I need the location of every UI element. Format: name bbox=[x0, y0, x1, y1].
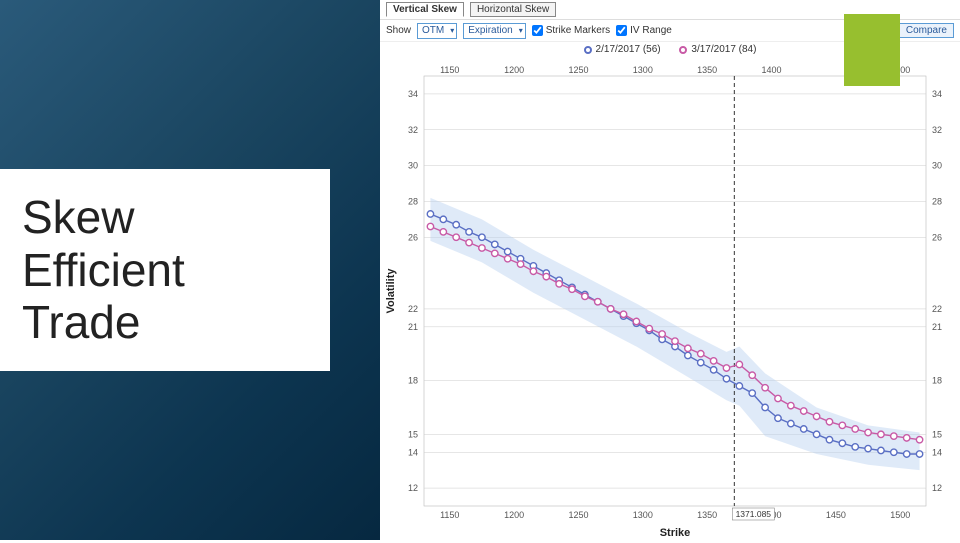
slide-title: Skew Efficient Trade bbox=[22, 191, 302, 350]
svg-text:26: 26 bbox=[408, 232, 418, 242]
svg-text:1350: 1350 bbox=[697, 510, 717, 520]
compare-button[interactable]: Compare bbox=[899, 23, 954, 38]
svg-text:22: 22 bbox=[408, 304, 418, 314]
svg-text:12: 12 bbox=[932, 483, 942, 493]
svg-text:1500: 1500 bbox=[890, 510, 910, 520]
accent-block bbox=[844, 14, 900, 86]
svg-text:14: 14 bbox=[932, 447, 942, 457]
legend-series-1: 2/17/2017 (56) bbox=[584, 44, 661, 55]
skew-chart-svg: 12 12 14 14 15 15 18 18 21 21 22 22 26 26 28 28 30 30 32 32… bbox=[380, 60, 960, 540]
svg-text:1150: 1150 bbox=[440, 65, 459, 75]
svg-text:15: 15 bbox=[932, 429, 942, 439]
svg-text:18: 18 bbox=[932, 376, 942, 386]
svg-text:34: 34 bbox=[932, 89, 942, 99]
iv-range-checkbox[interactable]: IV Range bbox=[616, 25, 672, 36]
legend-label-2: 3/17/2017 (84) bbox=[691, 44, 756, 55]
svg-text:Volatility: Volatility bbox=[385, 268, 397, 314]
svg-text:32: 32 bbox=[932, 125, 942, 135]
svg-text:1150: 1150 bbox=[440, 510, 459, 520]
svg-text:1450: 1450 bbox=[826, 510, 846, 520]
chart-area: 12 12 14 14 15 15 18 18 21 21 22 22 26 26 28 28 30 30 32 32… bbox=[380, 60, 960, 540]
svg-text:1200: 1200 bbox=[504, 510, 524, 520]
svg-text:18: 18 bbox=[408, 376, 418, 386]
legend-series-2: 3/17/2017 (84) bbox=[679, 44, 756, 55]
iv-range-label: IV Range bbox=[630, 25, 672, 36]
title-card: Skew Efficient Trade bbox=[0, 169, 330, 372]
svg-text:21: 21 bbox=[408, 322, 418, 332]
svg-text:22: 22 bbox=[932, 304, 942, 314]
svg-text:15: 15 bbox=[408, 429, 418, 439]
legend-marker-1 bbox=[584, 46, 592, 54]
svg-text:1300: 1300 bbox=[633, 65, 653, 75]
legend-label-1: 2/17/2017 (56) bbox=[596, 44, 661, 55]
svg-text:28: 28 bbox=[932, 196, 942, 206]
svg-text:30: 30 bbox=[408, 161, 418, 171]
svg-text:1350: 1350 bbox=[697, 65, 717, 75]
svg-text:1250: 1250 bbox=[568, 65, 588, 75]
svg-text:26: 26 bbox=[932, 232, 942, 242]
svg-text:34: 34 bbox=[408, 89, 418, 99]
svg-text:Strike: Strike bbox=[660, 527, 691, 539]
show-select[interactable]: OTM bbox=[417, 23, 457, 39]
show-label: Show bbox=[386, 25, 411, 36]
strike-markers-checkbox[interactable]: Strike Markers bbox=[532, 25, 610, 36]
legend-marker-2 bbox=[679, 46, 687, 54]
strike-markers-input[interactable] bbox=[532, 25, 543, 36]
strike-markers-label: Strike Markers bbox=[546, 25, 610, 36]
svg-text:30: 30 bbox=[932, 161, 942, 171]
skew-chart-panel: Vertical Skew Horizontal Skew Show OTM E… bbox=[380, 0, 960, 540]
iv-range-input[interactable] bbox=[616, 25, 627, 36]
svg-text:14: 14 bbox=[408, 447, 418, 457]
svg-text:12: 12 bbox=[408, 483, 418, 493]
svg-text:21: 21 bbox=[932, 322, 942, 332]
svg-text:28: 28 bbox=[408, 196, 418, 206]
svg-text:32: 32 bbox=[408, 125, 418, 135]
tab-vertical-skew[interactable]: Vertical Skew bbox=[386, 2, 464, 17]
expiration-select[interactable]: Expiration bbox=[463, 23, 525, 39]
svg-text:1300: 1300 bbox=[633, 510, 653, 520]
svg-text:1200: 1200 bbox=[504, 65, 524, 75]
svg-text:1371.085: 1371.085 bbox=[736, 509, 772, 519]
svg-text:1400: 1400 bbox=[762, 65, 782, 75]
tab-horizontal-skew[interactable]: Horizontal Skew bbox=[470, 2, 556, 17]
svg-text:1250: 1250 bbox=[568, 510, 588, 520]
slide-title-panel: Skew Efficient Trade bbox=[0, 0, 380, 540]
